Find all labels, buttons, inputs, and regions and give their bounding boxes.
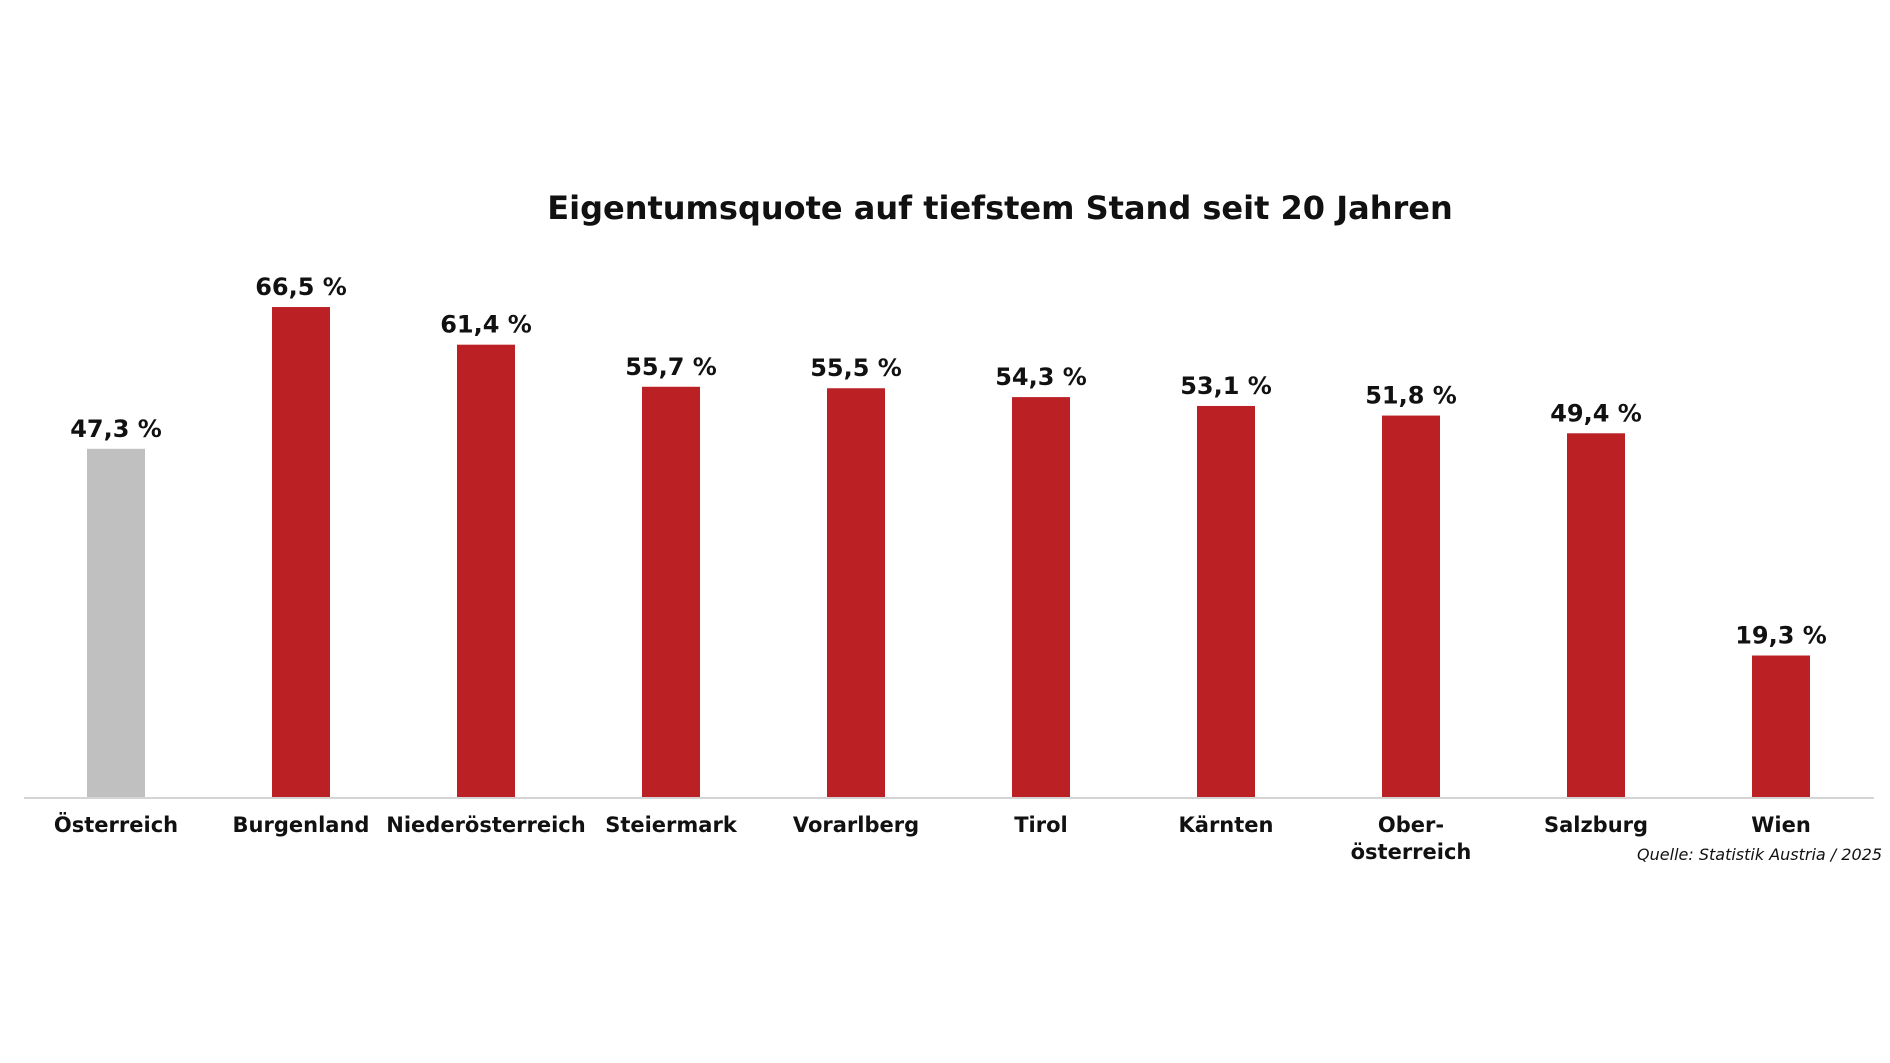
value-label: 19,3 % <box>1735 622 1827 650</box>
value-labels-group: 47,3 % 66,5 % 61,4 % 55,7 % 55,5 % 54,3 % 53,1… <box>70 273 1827 649</box>
value-label: 55,7 % <box>625 353 717 381</box>
category-label-line: Burgenland <box>233 813 370 837</box>
bar <box>457 344 515 798</box>
value-label: 47,3 % <box>70 415 162 443</box>
source-note: Quelle: Statistik Austria / 2025 <box>1637 845 1882 864</box>
category-label-line: Vorarlberg <box>793 813 919 837</box>
category-label: Wien <box>1751 813 1811 837</box>
category-label: Ober-österreich <box>1351 813 1472 864</box>
category-label-line: Niederösterreich <box>386 813 585 837</box>
category-label: Österreich <box>54 812 178 837</box>
bar <box>827 388 885 798</box>
bar <box>1197 405 1255 798</box>
value-label: 61,4 % <box>440 311 532 339</box>
category-label-line: Salzburg <box>1544 813 1648 837</box>
bar <box>1012 397 1070 798</box>
value-label: 51,8 % <box>1365 382 1457 410</box>
bars-group <box>87 307 1810 798</box>
bar <box>272 307 330 798</box>
category-label: Kärnten <box>1179 813 1274 837</box>
category-label: Burgenland <box>233 813 370 837</box>
category-label-line: Tirol <box>1014 813 1068 837</box>
bar <box>1567 433 1625 798</box>
category-label: Vorarlberg <box>793 813 919 837</box>
category-label-line: Kärnten <box>1179 813 1274 837</box>
bar <box>642 386 700 798</box>
category-label: Salzburg <box>1544 813 1648 837</box>
bar <box>1382 415 1440 798</box>
value-label: 53,1 % <box>1180 372 1272 400</box>
bar <box>1752 655 1810 798</box>
bar <box>87 448 145 798</box>
value-label: 49,4 % <box>1550 399 1642 427</box>
category-label-line: Steiermark <box>605 813 738 837</box>
category-label-line: österreich <box>1351 840 1472 864</box>
category-label: Tirol <box>1014 813 1068 837</box>
value-label: 55,5 % <box>810 354 902 382</box>
category-label-line: Wien <box>1751 813 1811 837</box>
chart-title: Eigentumsquote auf tiefstem Stand seit 2… <box>547 189 1453 227</box>
category-label: Steiermark <box>605 813 738 837</box>
value-label: 66,5 % <box>255 273 347 301</box>
category-labels-group: Österreich Burgenland Niederösterreich Stei… <box>54 812 1811 864</box>
category-label-line: Österreich <box>54 812 178 837</box>
category-label: Niederösterreich <box>386 813 585 837</box>
value-label: 54,3 % <box>995 363 1087 391</box>
category-label-line: Ober- <box>1378 813 1444 837</box>
